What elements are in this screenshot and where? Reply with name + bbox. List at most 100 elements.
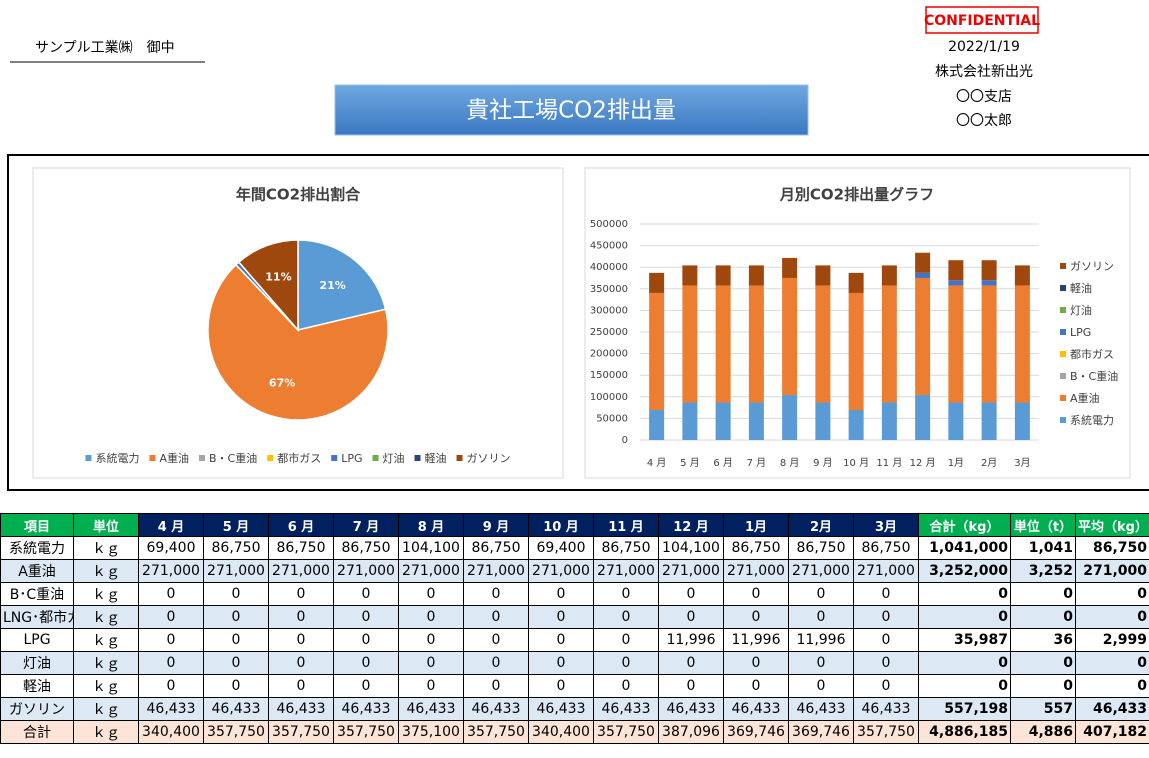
table-cell: 271,000 (528, 559, 594, 583)
x-tick-label: 6 月 (713, 457, 733, 469)
x-tick-label: 7 月 (747, 457, 767, 469)
table-cell: ｋｇ (73, 628, 139, 652)
table-cell: 271,000 (723, 559, 789, 583)
table-cell: 0 (918, 605, 1011, 629)
table-cell: 0 (268, 651, 334, 675)
table-cell: 0 (658, 582, 724, 606)
legend-label: LPG (1070, 326, 1091, 339)
legend-swatch (1060, 285, 1066, 291)
table-cell: 271,000 (398, 559, 464, 583)
table-cell: 4 月 (138, 513, 204, 537)
bar-title: 月別CO2排出量グラフ (779, 186, 934, 204)
y-tick-label: 300000 (590, 305, 628, 316)
table-cell: 0 (398, 605, 464, 629)
table-cell: 1月 (723, 513, 789, 537)
table-cell: 0 (593, 651, 659, 675)
legend-swatch (1060, 263, 1066, 269)
table-cell: 0 (268, 605, 334, 629)
table-cell: 46,433 (463, 697, 529, 721)
table-cell: 6 月 (268, 513, 334, 537)
bar-segment (981, 280, 997, 286)
bar-segment (815, 285, 831, 403)
bar-segment (815, 265, 831, 286)
legend-swatch (331, 455, 338, 461)
legend-label: 軽油 (425, 451, 447, 465)
table-cell: 0 (853, 628, 919, 652)
table-cell: 0 (853, 674, 919, 698)
table-cell: 0 (723, 674, 789, 698)
report-title: 貴社工場CO2排出量 (466, 98, 676, 124)
table-cell: 69,400 (138, 536, 204, 560)
bar-segment (848, 292, 864, 411)
bar-segment (782, 257, 798, 278)
table-cell: 0 (268, 582, 334, 606)
y-tick-label: 100000 (590, 392, 628, 403)
legend-swatch (372, 455, 379, 461)
table-cell: 0 (528, 582, 594, 606)
x-tick-label: 5 月 (680, 457, 700, 469)
table-cell: 0 (463, 651, 529, 675)
table-cell: 271,000 (788, 559, 854, 583)
x-tick-label: 2月 (981, 457, 997, 469)
legend-swatch (1060, 351, 1066, 357)
bar-segment (981, 402, 997, 440)
table-cell: 0 (788, 605, 854, 629)
branch: 〇〇支店 (956, 89, 1012, 105)
table-cell: 0 (463, 605, 529, 629)
table-cell: 86,750 (723, 536, 789, 560)
bar-segment (881, 285, 897, 403)
y-tick-label: 500000 (590, 219, 628, 230)
table-cell: ｋｇ (73, 536, 139, 560)
table-cell: 9 月 (463, 513, 529, 537)
legend-swatch (414, 455, 421, 461)
bar-segment (848, 410, 864, 440)
table-row: LPG ｋｇ 0 0 0 0 0 0 0 0 11,996 11,996 11,996 0 35,987 36… (0, 628, 1149, 652)
legend-label: 軽油 (1070, 281, 1092, 295)
table-cell: 0 (333, 582, 399, 606)
table-cell: 単位（t） (1010, 513, 1076, 537)
table-cell: 0 (1075, 605, 1149, 629)
table-cell: 0 (203, 628, 269, 652)
table-cell: 0 (398, 674, 464, 698)
confidential-box (925, 6, 1039, 34)
bar-segment (682, 402, 698, 440)
table-cell: LNG･都市ガス (0, 605, 74, 629)
legend-label: 系統電力 (1070, 413, 1114, 427)
legend-swatch (149, 455, 156, 461)
addressee: サンプル工業㈱ 御中 (35, 40, 175, 56)
pie-slice (297, 239, 387, 331)
table-cell: 271,000 (658, 559, 724, 583)
table-cell: 0 (528, 674, 594, 698)
table-row: ガソリン ｋｇ 46,433 46,433 46,433 46,433 46,433 46,4… (0, 697, 1149, 721)
legend-swatch (1060, 307, 1066, 313)
pie-title: 年間CO2排出割合 (236, 186, 361, 204)
table-cell: ｋｇ (73, 720, 139, 744)
table-cell: 5 月 (203, 513, 269, 537)
date: 2022/1/19 (948, 39, 1020, 55)
table-row: 軽油 ｋｇ 0 0 0 0 0 0 0 0 0 0 0 0 0 0 0 (0, 674, 1149, 698)
table-cell: 0 (658, 674, 724, 698)
table-cell: 0 (593, 605, 659, 629)
table-cell: ｋｇ (73, 697, 139, 721)
bar-segment (915, 395, 931, 440)
legend-label: 都市ガス (277, 451, 321, 465)
table-cell: 86,750 (333, 536, 399, 560)
table-row: 合計 ｋｇ 340,400 357,750 357,750 357,750 375,100 3… (0, 720, 1149, 744)
bar-segment (682, 265, 698, 286)
table-cell: 0 (138, 628, 204, 652)
table-row: 灯油 ｋｇ 0 0 0 0 0 0 0 0 0 0 0 0 0 0 0 (0, 651, 1149, 675)
table-cell: 104,100 (658, 536, 724, 560)
table-cell: 0 (203, 605, 269, 629)
table-cell: 0 (333, 651, 399, 675)
table-cell: 0 (918, 674, 1011, 698)
bar-segment (715, 285, 731, 403)
table-cell: 0 (463, 582, 529, 606)
x-tick-label: 9 月 (813, 457, 833, 469)
legend-swatch (1060, 417, 1066, 423)
table-cell: 46,433 (398, 697, 464, 721)
table-cell: 0 (268, 674, 334, 698)
legend-label: ガソリン (1070, 260, 1114, 273)
confidential: CONFIDENTIAL (924, 13, 1040, 29)
table-cell: 0 (723, 651, 789, 675)
